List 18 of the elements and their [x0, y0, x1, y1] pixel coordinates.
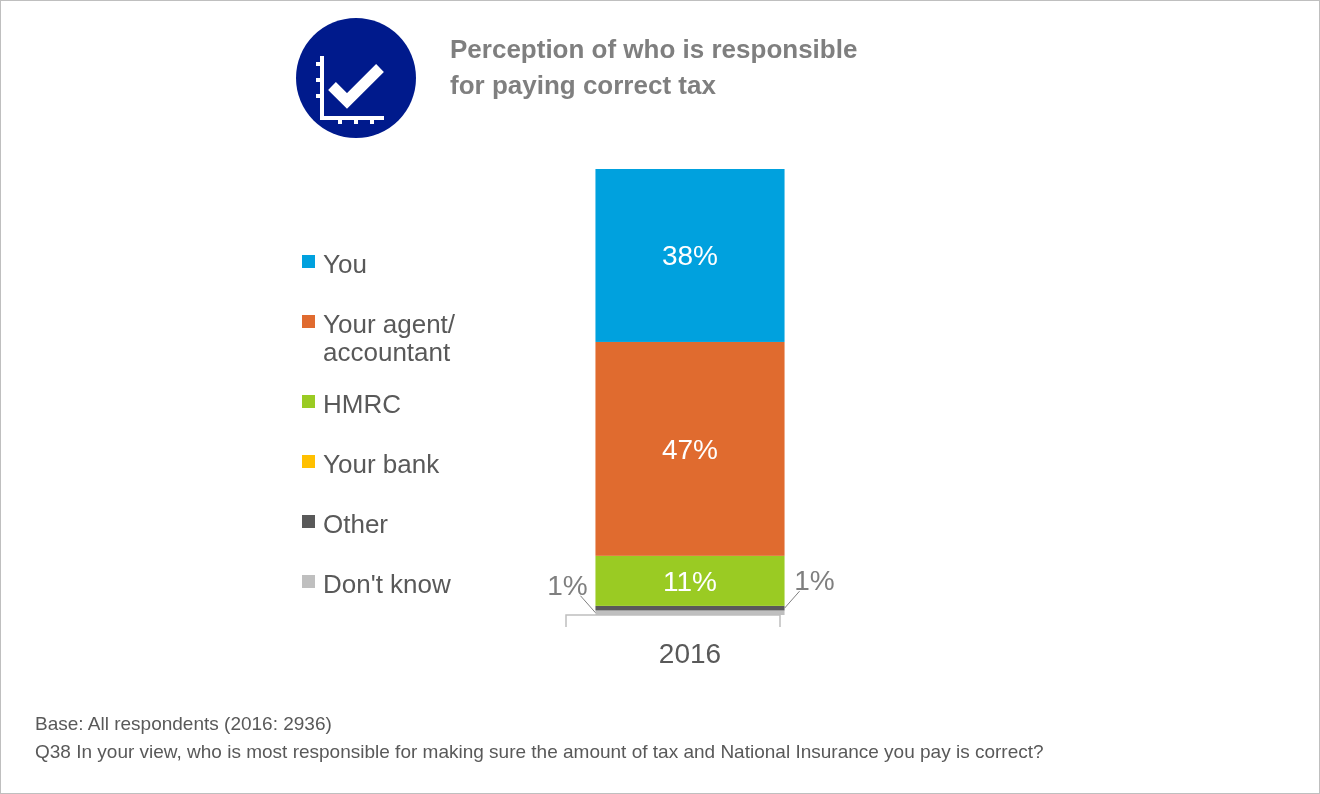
- data-label: 11%: [663, 565, 717, 597]
- text: Base: All respondents (2016: 2936): [35, 713, 332, 734]
- bar: [595, 341, 785, 556]
- legend-label: Don't know: [323, 569, 452, 600]
- chart-title: Perception of who is responsible for paying correct tax: [450, 34, 858, 100]
- bar: [595, 555, 785, 606]
- bar: [595, 169, 785, 342]
- legend-label: Your bank: [323, 449, 441, 480]
- legend-label: Other: [323, 509, 389, 540]
- text: Q38 In your view, who is most responsible for making sure the amount of tax and National Insurance you pay is correct?: [35, 741, 1044, 762]
- legend-label: HMRC: [323, 389, 401, 420]
- legend-label: You: [323, 249, 367, 280]
- data-label: 47%: [661, 433, 719, 465]
- x-tick-label: 2016: [658, 637, 722, 669]
- data-label: 1%: [794, 565, 835, 597]
- data-label: 38%: [661, 240, 719, 272]
- legend-label: Your agent/ accountant: [323, 309, 456, 368]
- data-label: 1%: [547, 569, 588, 601]
